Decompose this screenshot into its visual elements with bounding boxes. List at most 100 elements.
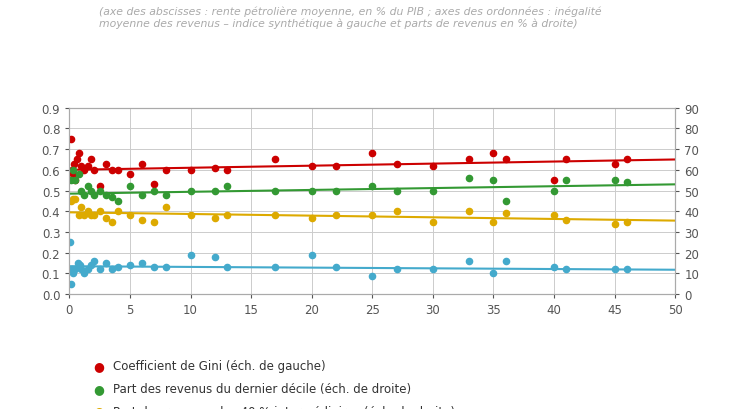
Point <box>100 215 112 221</box>
Point <box>161 204 172 211</box>
Point <box>269 213 281 219</box>
Point <box>93 184 105 190</box>
Text: ●: ● <box>93 405 104 409</box>
Point <box>366 213 378 219</box>
Point <box>88 213 99 219</box>
Point <box>621 180 633 186</box>
Point <box>124 262 136 269</box>
Point <box>124 171 136 178</box>
Point <box>500 258 512 265</box>
Point <box>100 161 112 168</box>
Point <box>148 188 160 194</box>
Point <box>306 163 318 170</box>
Point <box>548 178 560 184</box>
Point <box>427 188 439 194</box>
Point <box>69 178 81 184</box>
Text: Part des revenus du dernier décile (éch. de droite): Part des revenus du dernier décile (éch.… <box>113 382 411 395</box>
Point <box>124 213 136 219</box>
Point <box>74 262 86 269</box>
Point <box>488 151 499 157</box>
Point <box>85 262 97 269</box>
Point <box>269 188 281 194</box>
Point <box>185 188 196 194</box>
Point <box>88 167 99 174</box>
Point <box>72 260 84 267</box>
Point <box>112 198 123 204</box>
Point <box>427 219 439 225</box>
Point <box>124 184 136 190</box>
Point <box>621 219 633 225</box>
Point <box>85 213 97 219</box>
Point <box>73 171 85 178</box>
Point <box>137 192 148 198</box>
Point <box>106 219 118 225</box>
Point <box>106 167 118 174</box>
Point <box>548 213 560 219</box>
Point <box>609 178 620 184</box>
Point <box>66 167 77 174</box>
Point <box>78 213 90 219</box>
Point <box>76 204 88 211</box>
Point <box>112 167 123 174</box>
Point <box>148 219 160 225</box>
Point <box>561 266 572 273</box>
Point <box>221 184 233 190</box>
Point <box>306 215 318 221</box>
Point <box>366 151 378 157</box>
Point <box>330 213 342 219</box>
Point <box>609 161 620 168</box>
Point <box>561 217 572 223</box>
Point <box>427 163 439 170</box>
Point <box>76 266 88 273</box>
Point <box>185 213 196 219</box>
Point <box>161 192 172 198</box>
Point <box>100 260 112 267</box>
Point <box>137 260 148 267</box>
Text: (axe des abscisses : rente pétrolière moyenne, en % du PIB ; axes des ordonnées : (axe des abscisses : rente pétrolière mo… <box>99 6 602 29</box>
Text: Part des revenus des 40 % intermédiaires (éch. de droite): Part des revenus des 40 % intermédiaires… <box>113 405 455 409</box>
Point <box>69 161 80 168</box>
Point <box>82 163 93 170</box>
Point <box>464 175 475 182</box>
Point <box>67 167 79 174</box>
Point <box>106 266 118 273</box>
Point <box>366 184 378 190</box>
Point <box>427 266 439 273</box>
Point <box>78 192 90 198</box>
Point <box>93 266 105 273</box>
Point <box>221 167 233 174</box>
Point <box>366 272 378 279</box>
Point <box>500 157 512 163</box>
Point <box>209 165 220 172</box>
Point <box>67 196 79 202</box>
Point <box>209 215 220 221</box>
Point <box>161 264 172 271</box>
Point <box>330 188 342 194</box>
Point <box>221 264 233 271</box>
Point <box>609 266 620 273</box>
Point <box>269 157 281 163</box>
Point <box>88 192 99 198</box>
Point <box>82 184 93 190</box>
Point <box>148 264 160 271</box>
Point <box>73 213 85 219</box>
Point <box>464 258 475 265</box>
Point <box>76 163 88 170</box>
Point <box>221 213 233 219</box>
Point <box>209 254 220 261</box>
Point <box>69 266 81 273</box>
Point <box>76 188 88 194</box>
Point <box>65 136 77 143</box>
Point <box>137 217 148 223</box>
Point <box>464 209 475 215</box>
Point <box>93 188 105 194</box>
Text: Coefficient de Gini (éch. de gauche): Coefficient de Gini (éch. de gauche) <box>113 360 326 373</box>
Point <box>306 188 318 194</box>
Point <box>78 270 90 277</box>
Point <box>185 167 196 174</box>
Point <box>330 163 342 170</box>
Point <box>82 266 93 273</box>
Point <box>93 209 105 215</box>
Point <box>561 178 572 184</box>
Point <box>500 211 512 217</box>
